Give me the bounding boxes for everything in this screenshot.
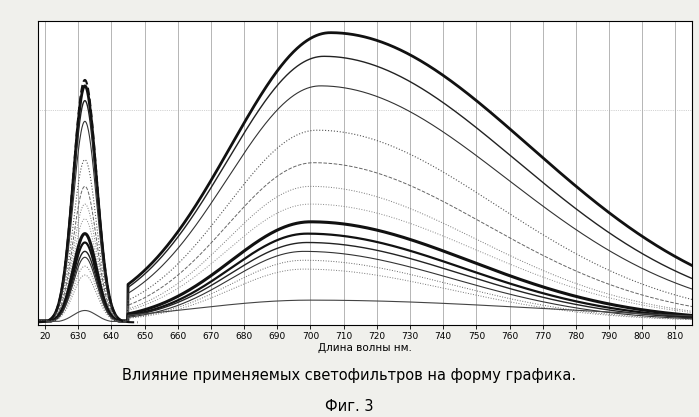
- X-axis label: Длина волны нм.: Длина волны нм.: [318, 343, 412, 353]
- Text: Фиг. 3: Фиг. 3: [325, 399, 374, 414]
- Text: Влияние применяемых светофильтров на форму графика.: Влияние применяемых светофильтров на фор…: [122, 368, 577, 383]
